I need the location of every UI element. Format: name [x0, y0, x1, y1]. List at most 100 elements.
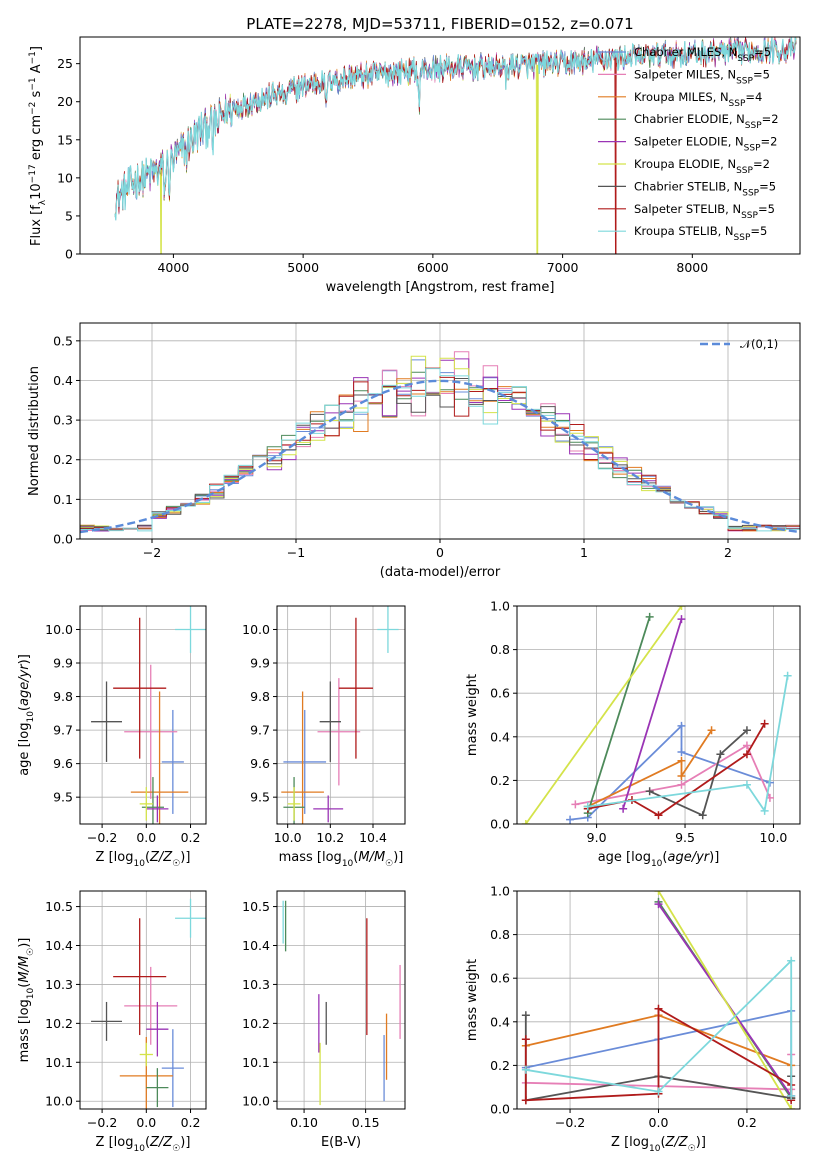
- errorbar-salpeter-stelib: [113, 617, 167, 759]
- weight-line: [587, 729, 713, 808]
- weight-series-kroupa-stelib: [583, 671, 792, 815]
- legend-label: 𝒩(0,1): [740, 337, 778, 351]
- weight-point: [654, 900, 663, 909]
- x-tick-label: 10.4: [359, 830, 387, 845]
- errorbar-salpeter-elodie: [313, 795, 344, 823]
- legend-entry-salpeter-elodie: Salpeter ELODIE, NSSP=2: [598, 135, 777, 154]
- y-tick-label: 9.7: [250, 723, 270, 738]
- errorbar-chabrier-miles: [161, 1029, 184, 1108]
- weight-point: [677, 756, 686, 765]
- weight-point: [654, 811, 663, 820]
- x-tick-label: 0.0: [649, 1115, 669, 1130]
- y-tick-label: 0.6: [490, 971, 510, 986]
- y-tick-label: 0: [65, 247, 73, 262]
- errorbar-salpeter-miles: [124, 664, 178, 799]
- y-tick-label: 9.8: [250, 689, 270, 704]
- weight-series-salpeter-elodie: [619, 615, 686, 813]
- x-axis-label: wavelength [Angstrom, rest frame]: [326, 280, 555, 295]
- weight-point: [707, 726, 716, 735]
- weight-point: [677, 606, 686, 610]
- errorbar-chabrier-elodie: [141, 777, 164, 824]
- axes-age-vs-Z: [80, 606, 206, 824]
- legend-label: Chabrier STELIB, NSSP=5: [634, 179, 776, 198]
- weight-series-kroupa-elodie: [521, 606, 686, 824]
- axes-weight-vs-Z: [517, 890, 800, 1110]
- errorbar-salpeter-miles: [124, 966, 178, 1045]
- weight-point: [645, 787, 654, 796]
- legend-label: Salpeter MILES, NSSP=5: [634, 67, 770, 86]
- weight-point: [521, 1035, 530, 1044]
- y-tick-label: 25: [57, 56, 73, 71]
- x-tick-label: −1: [287, 545, 305, 560]
- y-tick-label: 10.1: [242, 1055, 270, 1070]
- y-tick-label: 9.5: [250, 790, 270, 805]
- legend-entry-kroupa-elodie: Kroupa ELODIE, NSSP=2: [598, 157, 770, 176]
- y-tick-label: 10.4: [242, 938, 270, 953]
- y-tick-label: 0.0: [490, 1102, 510, 1117]
- y-tick-label: 0.5: [53, 333, 73, 348]
- axes-spectrum: [114, 37, 797, 254]
- axes-frame: [276, 605, 406, 825]
- axes-age-vs-mass: [277, 606, 405, 824]
- x-tick-label: 0.2: [737, 1115, 757, 1130]
- legend-label: Salpeter STELIB, NSSP=5: [634, 202, 775, 221]
- y-tick-label: 10.0: [242, 622, 270, 637]
- weight-point: [698, 811, 707, 820]
- y-tick-label: 0.4: [490, 1014, 510, 1029]
- y-tick-label: 10.4: [45, 938, 73, 953]
- x-tick-label: 10.2: [316, 830, 344, 845]
- y-axis-label: mass [log10(M/M☉)]: [17, 938, 36, 1063]
- plot-area-age-vs-mass: [281, 606, 399, 824]
- legend-label: Salpeter ELODIE, NSSP=2: [634, 135, 777, 154]
- x-tick-label: 5000: [287, 260, 319, 275]
- x-tick-label: 10.0: [760, 830, 788, 845]
- errorbar-salpeter-elodie: [146, 1001, 169, 1057]
- errorbar-salpeter-elodie: [146, 795, 169, 823]
- plot-area-weight-vs-age: [521, 606, 792, 824]
- plot-area-residuals: [80, 351, 800, 534]
- x-axis-label: E(B-V): [321, 1135, 361, 1150]
- weight-point: [760, 806, 769, 815]
- y-tick-label: 0.8: [490, 927, 510, 942]
- axes-frame-mass-vs-Z: −0.2 0.0 0.2 10.0 10.1 10.2 10.3 10.4 10.5 Z [log…: [45, 890, 207, 1154]
- legend-label: Kroupa ELODIE, NSSP=2: [634, 157, 770, 176]
- weight-point: [677, 772, 686, 781]
- plot-area-weight-vs-Z: [521, 891, 796, 1109]
- spectrum-line-kroupa-stelib: [114, 37, 797, 221]
- y-tick-label: 10.0: [45, 1094, 73, 1109]
- y-axis-label: Normed distribution: [27, 366, 42, 496]
- x-tick-label: 0.0: [136, 1115, 156, 1130]
- weight-point: [645, 612, 654, 621]
- weight-point: [654, 1087, 663, 1096]
- legend-entry-kroupa-miles: Kroupa MILES, NSSP=4: [598, 90, 762, 109]
- errorbar-chabrier-stelib: [91, 1001, 122, 1041]
- axes-frame-mass-vs-EBV: 0.10 0.15 10.0 10.1 10.2 10.3 10.4 10.5 E(B-V): [242, 890, 406, 1150]
- weight-line: [575, 744, 771, 806]
- errorbar-chabrier-miles: [283, 709, 327, 814]
- weight-point: [619, 804, 628, 813]
- y-tick-label: 0.4: [53, 373, 73, 388]
- x-tick-label: 0.10: [290, 1115, 318, 1130]
- weight-series-kroupa-stelib: [521, 956, 796, 1100]
- weight-point: [783, 671, 792, 680]
- errorbar-kroupa-miles: [281, 691, 324, 824]
- y-tick-label: 10.0: [242, 1094, 270, 1109]
- weight-point: [716, 750, 725, 759]
- weight-point: [760, 719, 769, 728]
- weight-line: [622, 618, 683, 809]
- legend-label: Kroupa MILES, NSSP=4: [634, 90, 762, 109]
- y-tick-label: 10.2: [242, 1016, 270, 1031]
- x-axis-label: mass [log10(M/M☉)]: [279, 850, 404, 869]
- weight-point: [654, 891, 663, 895]
- axes-frame: [79, 605, 207, 825]
- axes-frame-age-vs-Z: −0.2 0.0 0.2 9.5 9.6 9.7 9.8 9.9 10.0 Z [log10(Z/…: [45, 605, 207, 869]
- y-axis-label: Flux [fλ10−17 erg cm−2 s−1 A−1]: [28, 46, 48, 246]
- legend-label: Chabrier ELODIE, NSSP=2: [634, 112, 779, 131]
- legend-entry-kroupa-stelib: Kroupa STELIB, NSSP=5: [598, 224, 767, 243]
- x-tick-label: 0.15: [352, 1115, 380, 1130]
- y-tick-label: 10.0: [45, 622, 73, 637]
- y-tick-label: 9.9: [250, 656, 270, 671]
- spectrum-legend: Chabrier MILES, NSSP=5 Salpeter MILES, NS…: [598, 45, 779, 243]
- legend-entry-chabrier-elodie: Chabrier ELODIE, NSSP=2: [598, 112, 779, 131]
- errorbar-chabrier-elodie: [146, 1068, 169, 1108]
